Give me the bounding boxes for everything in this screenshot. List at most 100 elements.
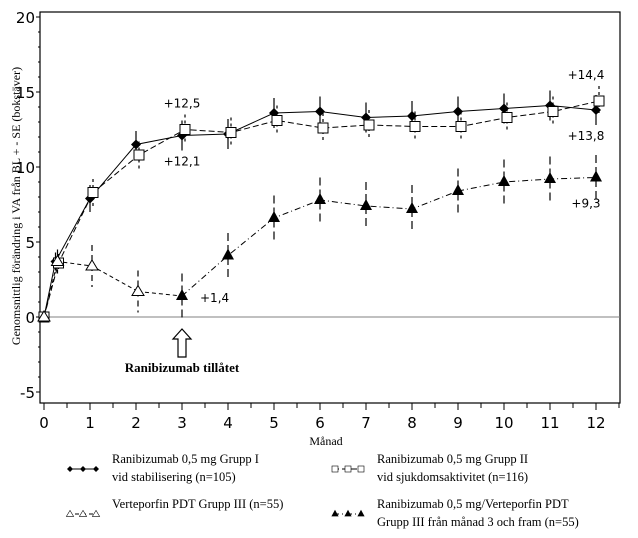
legend-marker-filled-diamond <box>67 466 73 472</box>
x-tick-label: 10 <box>494 414 513 432</box>
y-tick-label: 0 <box>25 309 35 327</box>
x-tick-label: 0 <box>39 414 49 432</box>
legend-label: Ranibizumab 0,5 mg Grupp II <box>377 452 528 466</box>
data-point-open-square <box>501 112 513 123</box>
x-tick-label: 12 <box>586 414 605 432</box>
legend-label: Ranibizumab 0,5 mg/Verteporfin PDT <box>377 497 569 511</box>
data-point-open-square <box>133 149 145 161</box>
error-bars <box>54 86 600 319</box>
legend-marker-filled-diamond <box>93 466 99 472</box>
x-tick-label: 2 <box>131 414 141 432</box>
legend-label: Ranibizumab 0,5 mg Grupp I <box>112 452 259 466</box>
y-tick-label: 15 <box>16 84 35 102</box>
data-point-filled-diamond <box>591 105 601 115</box>
y-tick-label: -5 <box>20 384 35 402</box>
y-tick-label: 10 <box>16 159 35 177</box>
legend-marker-filled-triangle <box>344 509 352 517</box>
legend-marker <box>91 509 101 517</box>
legend-marker-filled-diamond <box>80 466 86 472</box>
data-point-filled-diamond <box>315 106 325 117</box>
series-connector <box>137 291 183 297</box>
legend-marker-filled-triangle <box>357 509 365 517</box>
y-tick-label: 5 <box>25 234 35 252</box>
data-point-filled-triangle <box>406 202 418 213</box>
data-point-open-square <box>87 187 99 198</box>
legend-marker-open-square <box>357 465 365 473</box>
x-tick-label: 5 <box>269 414 279 432</box>
legend-marker <box>357 509 365 517</box>
data-point-filled-diamond <box>453 106 463 117</box>
data-label: +13,8 <box>568 129 605 143</box>
legend-label: Grupp III från månad 3 och fram (n=55) <box>377 515 579 529</box>
legend-marker <box>80 466 86 472</box>
series-line-3 <box>181 177 597 297</box>
data-point-open-square <box>455 121 467 132</box>
x-tick-label: 1 <box>85 414 95 432</box>
legend-label: Verteporfin PDT Grupp III (n=55) <box>112 497 283 511</box>
data-point-open-square <box>317 122 329 134</box>
legend-marker <box>344 509 352 517</box>
data-point-open-square <box>409 121 421 132</box>
legend-marker-open-square <box>331 465 339 473</box>
data-point-filled-triangle <box>314 193 326 204</box>
data-point-filled-diamond <box>499 103 509 114</box>
x-tick-label: 3 <box>177 414 187 432</box>
data-point-open-square <box>179 124 191 135</box>
annotations: +12,5 +12,1 +1,4 +14,4 +13,8 +9,3 Ranibizumab … <box>125 68 605 375</box>
legend-marker <box>78 509 88 517</box>
x-tick-label: 9 <box>453 414 463 432</box>
x-tick-label: 8 <box>407 414 417 432</box>
legend-marker-filled-triangle <box>331 509 339 517</box>
data-point-filled-diamond <box>407 111 417 121</box>
x-tick-label: 7 <box>361 414 371 432</box>
data-point-filled-triangle <box>176 289 188 300</box>
up-arrow-icon <box>171 328 193 358</box>
data-point-open-square <box>271 115 283 126</box>
legend-marker-open-triangle <box>78 509 88 517</box>
series-line-1 <box>43 100 600 318</box>
x-tick-label: 4 <box>223 414 233 432</box>
x-axis-title: Månad <box>309 434 342 448</box>
series-line-2 <box>43 260 139 318</box>
data-point-filled-triangle <box>452 184 464 195</box>
y-axis-title: Genomsnittlig förändring i VA från BL + … <box>9 67 23 345</box>
legend-label: vid sjukdomsaktivitet (n=116) <box>377 470 528 484</box>
legend-marker <box>331 465 339 473</box>
series-line-0 <box>43 104 597 318</box>
data-label: +1,4 <box>200 291 229 305</box>
legend-marker <box>344 465 352 473</box>
legend-marker <box>331 509 339 517</box>
data-label: +12,1 <box>164 155 201 169</box>
legend-marker <box>93 466 99 472</box>
data-point-filled-diamond <box>131 139 141 150</box>
data-point-open-triangle <box>37 310 51 322</box>
x-tick-label: 11 <box>540 414 559 432</box>
data-point-open-square <box>363 119 375 131</box>
data-point-filled-triangle <box>590 170 602 182</box>
x-tick-label: 6 <box>315 414 325 432</box>
data-label: +12,5 <box>164 97 201 111</box>
data-point-filled-triangle <box>360 199 372 210</box>
data-point-open-square <box>593 95 605 107</box>
legend-marker-open-triangle <box>91 509 101 517</box>
legend-marker-open-triangle <box>65 509 75 517</box>
plot-frame <box>39 11 621 404</box>
series-markers <box>37 95 605 323</box>
legend-marker <box>65 509 75 517</box>
arrow-label: Ranibizumab tillåtet <box>125 360 240 375</box>
data-point-filled-triangle <box>222 248 234 260</box>
y-tick-label: 20 <box>16 9 35 27</box>
legend: Ranibizumab 0,5 mg Grupp I vid stabiliser… <box>65 452 579 529</box>
data-point-filled-triangle <box>268 211 280 222</box>
data-point-filled-triangle <box>544 172 556 183</box>
legend-marker-open-square <box>344 465 352 473</box>
legend-label: vid stabilisering (n=105) <box>112 470 236 484</box>
data-label: +9,3 <box>571 197 600 211</box>
data-point-filled-triangle <box>498 175 510 186</box>
data-point-open-triangle <box>85 259 99 271</box>
data-point-open-square <box>225 127 237 138</box>
data-point-open-triangle <box>131 284 145 296</box>
legend-marker <box>357 465 365 473</box>
